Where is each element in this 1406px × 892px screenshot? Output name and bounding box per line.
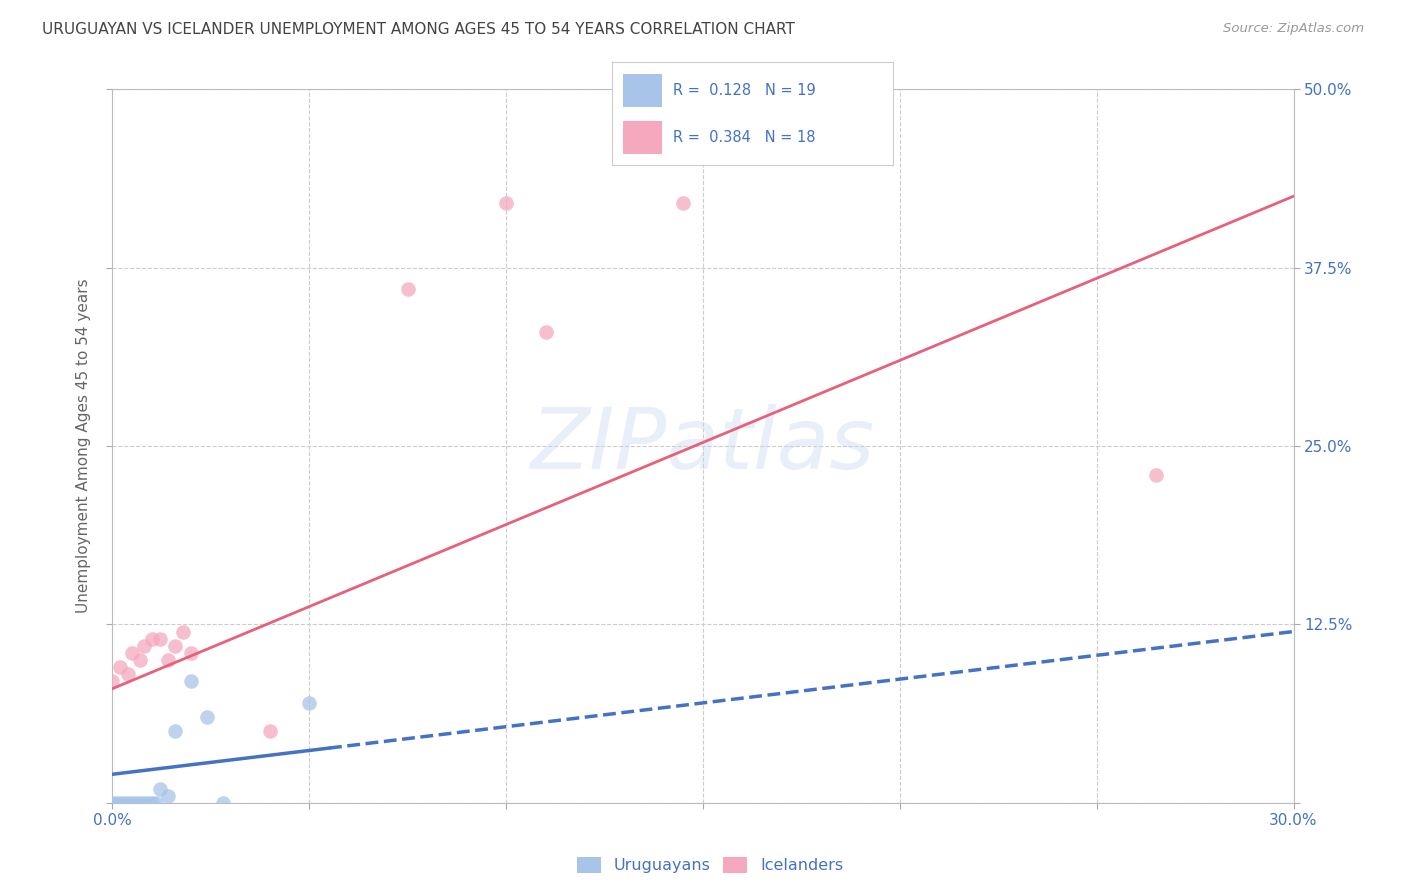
- Point: [112, 796, 135, 810]
- Point: [132, 639, 155, 653]
- Y-axis label: Unemployment Among Ages 45 to 54 years: Unemployment Among Ages 45 to 54 years: [76, 278, 91, 614]
- Point: [149, 781, 172, 796]
- Point: [117, 667, 139, 681]
- Point: [110, 796, 132, 810]
- Text: URUGUAYAN VS ICELANDER UNEMPLOYMENT AMONG AGES 45 TO 54 YEARS CORRELATION CHART: URUGUAYAN VS ICELANDER UNEMPLOYMENT AMON…: [42, 22, 794, 37]
- Point: [1144, 467, 1167, 482]
- Point: [105, 796, 128, 810]
- Text: R =  0.128   N = 19: R = 0.128 N = 19: [673, 83, 817, 97]
- Text: ZIPatlas: ZIPatlas: [531, 404, 875, 488]
- Point: [534, 325, 557, 339]
- Point: [495, 196, 517, 211]
- Point: [110, 660, 132, 674]
- Point: [129, 796, 152, 810]
- Text: R =  0.384   N = 18: R = 0.384 N = 18: [673, 130, 815, 145]
- Point: [132, 796, 155, 810]
- Point: [136, 796, 159, 810]
- Text: Source: ZipAtlas.com: Source: ZipAtlas.com: [1223, 22, 1364, 36]
- Point: [180, 646, 202, 660]
- Bar: [623, 74, 662, 106]
- Point: [117, 796, 139, 810]
- Point: [156, 653, 179, 667]
- Point: [101, 796, 124, 810]
- Point: [141, 796, 163, 810]
- Point: [121, 646, 143, 660]
- Point: [195, 710, 218, 724]
- Point: [121, 796, 143, 810]
- Point: [211, 796, 233, 810]
- Bar: [623, 121, 662, 153]
- Point: [156, 789, 179, 803]
- Point: [180, 674, 202, 689]
- Legend: Uruguayans, Icelanders: Uruguayans, Icelanders: [571, 850, 849, 880]
- Point: [396, 282, 419, 296]
- Point: [101, 674, 124, 689]
- Point: [298, 696, 321, 710]
- Point: [145, 796, 167, 810]
- Point: [259, 724, 281, 739]
- Point: [129, 653, 152, 667]
- Point: [172, 624, 194, 639]
- Point: [165, 724, 187, 739]
- Point: [165, 639, 187, 653]
- Point: [149, 632, 172, 646]
- Point: [125, 796, 148, 810]
- Point: [141, 632, 163, 646]
- Point: [672, 196, 695, 211]
